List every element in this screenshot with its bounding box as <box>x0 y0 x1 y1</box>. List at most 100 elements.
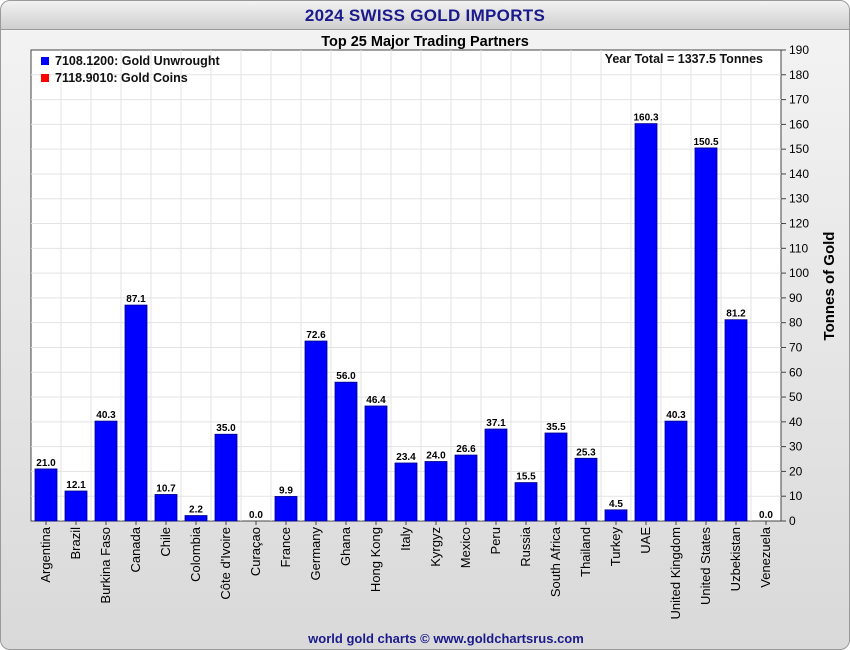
bar-data-label: 72.6 <box>306 330 326 341</box>
y-tick-label: 140 <box>789 167 809 181</box>
x-axis-ticks: Argentina Brazil Burkina Faso Canada Chile Co… <box>38 521 773 620</box>
year-total-annotation: Year Total = 1337.5 Tonnes <box>604 52 763 66</box>
y-tick-label: 10 <box>789 489 803 503</box>
bar-data-label: 26.6 <box>456 444 476 455</box>
legend-label-coins: 7118.9010: Gold Coins <box>55 71 188 85</box>
bars <box>34 123 748 522</box>
chart-subtitle: Top 25 Major Trading Partners <box>321 34 529 50</box>
x-tick-label: Peru <box>488 527 503 554</box>
bar-data-label: 0.0 <box>759 510 773 521</box>
bar <box>34 468 58 522</box>
bar <box>484 428 508 522</box>
y-tick-label: 130 <box>789 192 809 206</box>
y-tick-label: 170 <box>789 93 809 107</box>
bar-data-label: 9.9 <box>279 485 293 496</box>
legend-item-coins: 7118.9010: Gold Coins <box>41 71 220 88</box>
bar-data-label: 46.4 <box>366 395 386 406</box>
bar <box>214 433 238 522</box>
x-tick-label: United Kingdom <box>668 527 683 620</box>
y-axis-label: Tonnes of Gold <box>821 232 838 341</box>
y-tick-label: 80 <box>789 316 803 330</box>
legend-swatch-unwrought <box>41 57 49 65</box>
x-tick-label: Russia <box>518 526 533 567</box>
x-tick-label: Italy <box>398 527 413 551</box>
x-tick-label: Chile <box>158 527 173 557</box>
bar-data-label: 12.1 <box>66 480 86 491</box>
bar-data-label: 81.2 <box>726 309 746 320</box>
legend-swatch-coins <box>41 74 49 82</box>
y-tick-label: 150 <box>789 142 809 156</box>
bar <box>574 457 598 522</box>
x-tick-label: South Africa <box>548 526 563 597</box>
bar-data-label: 150.5 <box>693 137 718 148</box>
bar <box>94 420 118 522</box>
legend-item-unwrought: 7108.1200: Gold Unwrought <box>41 54 220 71</box>
y-tick-label: 0 <box>789 514 796 528</box>
bar-data-label: 15.5 <box>516 472 536 483</box>
x-tick-label: Kyrgyz <box>428 527 443 567</box>
title-bar: 2024 SWISS GOLD IMPORTS <box>1 1 849 30</box>
x-tick-label: Côte d'Ivoire <box>218 527 233 600</box>
y-tick-label: 180 <box>789 68 809 82</box>
bar-data-label: 40.3 <box>666 410 686 421</box>
bar <box>604 509 628 522</box>
y-axis-ticks: 0 10 20 30 40 50 60 70 80 90 100 110 120 130 140 150 160… <box>781 43 809 528</box>
bar-data-label: 10.7 <box>156 483 176 494</box>
y-tick-label: 160 <box>789 117 809 131</box>
x-tick-label: Argentina <box>38 526 53 582</box>
x-tick-label: United States <box>698 527 713 606</box>
bar <box>124 304 148 522</box>
legend-label-unwrought: 7108.1200: Gold Unwrought <box>55 54 220 68</box>
x-tick-label: Uzbekistan <box>728 527 743 591</box>
bar-data-label: 23.4 <box>396 452 416 463</box>
x-tick-label: UAE <box>638 527 653 554</box>
bar-data-label: 160.3 <box>633 113 658 124</box>
x-tick-label: Canada <box>128 526 143 572</box>
bar <box>694 147 718 522</box>
x-tick-label: Burkina Faso <box>98 527 113 604</box>
y-tick-label: 70 <box>789 340 803 354</box>
bar <box>724 319 748 522</box>
bar-data-label: 25.3 <box>576 447 596 458</box>
bar <box>364 405 388 522</box>
x-tick-label: Brazil <box>68 527 83 560</box>
y-tick-label: 190 <box>789 43 809 57</box>
x-tick-label: Venezuela <box>758 526 773 587</box>
bar-data-label: 2.2 <box>189 505 203 516</box>
bar-data-label: 21.0 <box>36 458 56 469</box>
x-tick-label: Ghana <box>338 526 353 566</box>
x-tick-label: Turkey <box>608 527 623 567</box>
bar <box>664 420 688 522</box>
bar <box>394 462 418 522</box>
legend: 7108.1200: Gold Unwrought 7118.9010: Gol… <box>41 54 220 88</box>
bar-data-label: 35.0 <box>216 423 236 434</box>
y-tick-label: 90 <box>789 291 803 305</box>
x-tick-label: Mexico <box>458 527 473 568</box>
y-tick-label: 40 <box>789 415 803 429</box>
bar <box>274 496 298 522</box>
x-tick-label: Colombia <box>188 526 203 582</box>
y-tick-label: 120 <box>789 217 809 231</box>
data-labels: 21.0 12.1 40.3 87.1 10.7 2.2 35.0 0.0 9.9 72.6 56.… <box>36 113 773 521</box>
bar <box>634 123 658 522</box>
x-tick-label: France <box>278 527 293 567</box>
bar-data-label: 87.1 <box>126 294 146 305</box>
bar <box>64 490 88 522</box>
footer-credit: world gold charts © www.goldchartsrus.co… <box>308 631 584 646</box>
x-tick-label: Germany <box>308 527 323 581</box>
y-tick-label: 20 <box>789 464 803 478</box>
bar <box>514 482 538 522</box>
x-tick-label: Curaçao <box>248 527 263 576</box>
y-tick-label: 60 <box>789 365 803 379</box>
bar <box>154 494 178 522</box>
bar <box>304 340 328 522</box>
bar-data-label: 56.0 <box>336 371 356 382</box>
y-tick-label: 100 <box>789 266 809 280</box>
bar-data-label: 40.3 <box>96 410 116 421</box>
bar-data-label: 37.1 <box>486 418 506 429</box>
bar <box>424 461 448 522</box>
bar <box>184 515 208 522</box>
bar-data-label: 35.5 <box>546 422 566 433</box>
